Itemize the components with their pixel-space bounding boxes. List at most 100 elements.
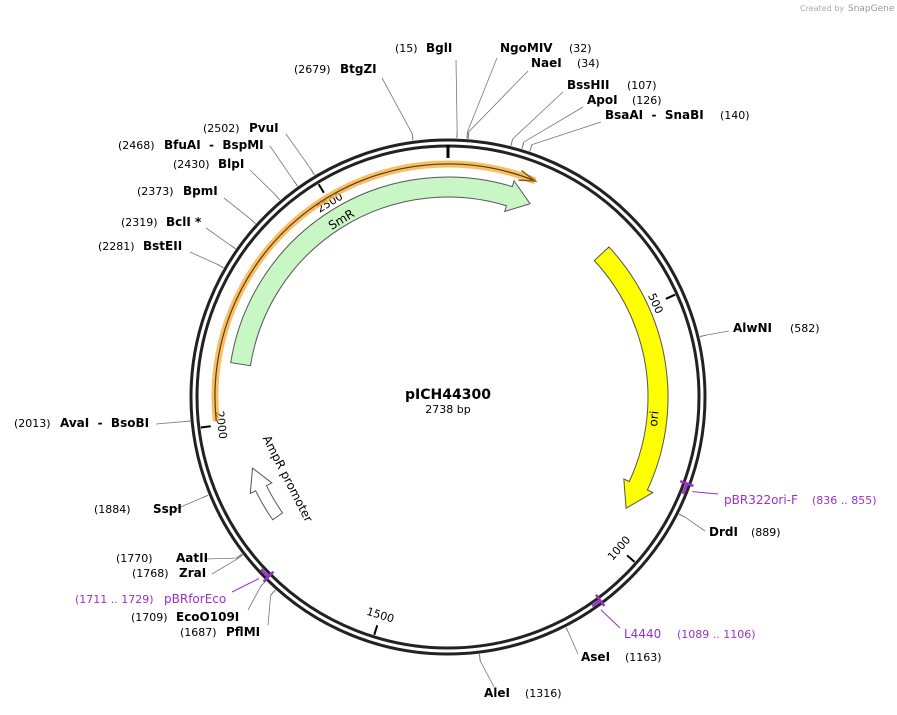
enzyme-position: (2373): [137, 185, 174, 198]
cut-site: [310, 168, 315, 176]
leader-line: [455, 59, 458, 132]
enzyme-position: (1163): [625, 651, 662, 664]
enzyme-position: (1687): [180, 626, 217, 639]
leader-line: [468, 70, 529, 133]
plasmid-length: 2738 bp: [425, 403, 470, 416]
enzyme-position: (889): [751, 526, 781, 539]
primer-name: pBR322ori-F: [724, 493, 798, 507]
cut-site: [229, 244, 236, 250]
ruler-label: 1000: [605, 534, 633, 564]
primer-leader: [692, 491, 719, 495]
plasmid-name: pICH44300: [405, 387, 491, 403]
leader-line: [269, 145, 294, 181]
watermark-prefix: Created by: [800, 4, 844, 13]
leader-line: [175, 497, 203, 510]
ruler-label: 1500: [365, 605, 396, 626]
enzyme-position: (1709): [131, 611, 168, 624]
cut-site: [411, 133, 414, 141]
ruler-tick: [626, 554, 636, 563]
ruler-tick: [373, 624, 379, 636]
leader-line: [205, 557, 237, 560]
cut-site: [521, 141, 525, 149]
enzyme-position: (2430): [173, 158, 210, 171]
cut-site: [678, 513, 686, 518]
leader-line: [479, 660, 495, 688]
cut-site: [529, 144, 533, 152]
primer-mark: [260, 568, 275, 583]
enzyme-name: ZraI: [179, 566, 206, 580]
enzyme-name: AvaI - BsoBI: [60, 416, 149, 430]
leader-line: [523, 106, 584, 143]
cut-site: [201, 494, 209, 499]
enzyme-name: PvuI: [249, 121, 279, 135]
enzyme-position: (582): [790, 322, 820, 335]
enzyme-position: (107): [627, 79, 657, 92]
ruler-tick: [317, 183, 325, 194]
primer-mark: [591, 593, 606, 608]
enzyme-position: (34): [577, 57, 600, 70]
enzyme-position: (1316): [525, 687, 562, 700]
leader-line: [211, 558, 238, 575]
enzyme-position: (2468): [118, 139, 155, 152]
leader-line: [267, 595, 272, 626]
primer-leader: [600, 609, 621, 629]
enzyme-position: (2013): [14, 417, 51, 430]
watermark-brand: SnapGene: [848, 4, 895, 14]
selection-head: [518, 170, 538, 182]
enzyme-position: (1768): [132, 567, 169, 580]
enzyme-name: BstEII: [143, 239, 182, 253]
leader-line: [568, 633, 579, 655]
enzyme-position: (1884): [94, 503, 131, 516]
enzyme-name: AseI: [581, 650, 610, 664]
cut-site: [467, 131, 470, 139]
enzyme-name: BfuAI - BspMI: [164, 138, 264, 152]
primer-leader: [231, 578, 260, 593]
enzyme-position: (2319): [121, 216, 158, 229]
cut-site: [699, 334, 707, 338]
leader-line: [189, 251, 218, 265]
leader-line: [381, 77, 413, 134]
leader-line: [155, 421, 184, 425]
feature-arrow: [230, 176, 531, 367]
ruler-tick: [665, 293, 676, 300]
cut-site: [466, 131, 469, 139]
enzyme-position: (15): [395, 42, 418, 55]
leader-line: [285, 133, 312, 170]
primer-range: (836 .. 855): [812, 494, 877, 507]
backbone-outer: [189, 138, 707, 656]
cut-site: [217, 263, 224, 269]
leader-line: [706, 330, 730, 336]
enzyme-name: BsaAI - SnaBI: [605, 108, 704, 122]
primer-mark: [679, 479, 694, 495]
primer-range: (1089 .. 1106): [677, 628, 756, 641]
leader-line: [205, 227, 231, 246]
primer-name: L4440: [624, 627, 661, 641]
enzyme-position: (32): [569, 42, 592, 55]
cut-site: [510, 138, 514, 146]
enzyme-position: (1770): [116, 552, 153, 565]
enzyme-name: PflMI: [226, 625, 260, 639]
enzyme-position: (2281): [98, 240, 135, 253]
enzyme-name: BpmI: [183, 184, 218, 198]
cut-site: [478, 654, 481, 662]
feature-arrow: [249, 467, 284, 521]
cut-site: [274, 194, 281, 201]
leader-line: [223, 197, 251, 220]
cut-site: [565, 627, 570, 635]
enzyme-name: AlwNI: [733, 321, 772, 335]
leader-line: [249, 169, 276, 196]
enzyme-name: SspI: [153, 502, 182, 516]
primer-name: pBRforEco: [164, 592, 226, 606]
enzyme-position: (126): [632, 94, 662, 107]
enzyme-position: (140): [720, 109, 750, 122]
enzyme-name: NaeI: [531, 56, 562, 70]
primer-range: (1711 .. 1729): [75, 593, 154, 606]
enzyme-name: AleI: [484, 686, 510, 700]
leader-line: [531, 121, 602, 145]
cut-site: [250, 218, 256, 225]
leader-line: [512, 91, 564, 140]
cut-site: [183, 420, 191, 423]
enzyme-name: BclI *: [166, 215, 202, 229]
